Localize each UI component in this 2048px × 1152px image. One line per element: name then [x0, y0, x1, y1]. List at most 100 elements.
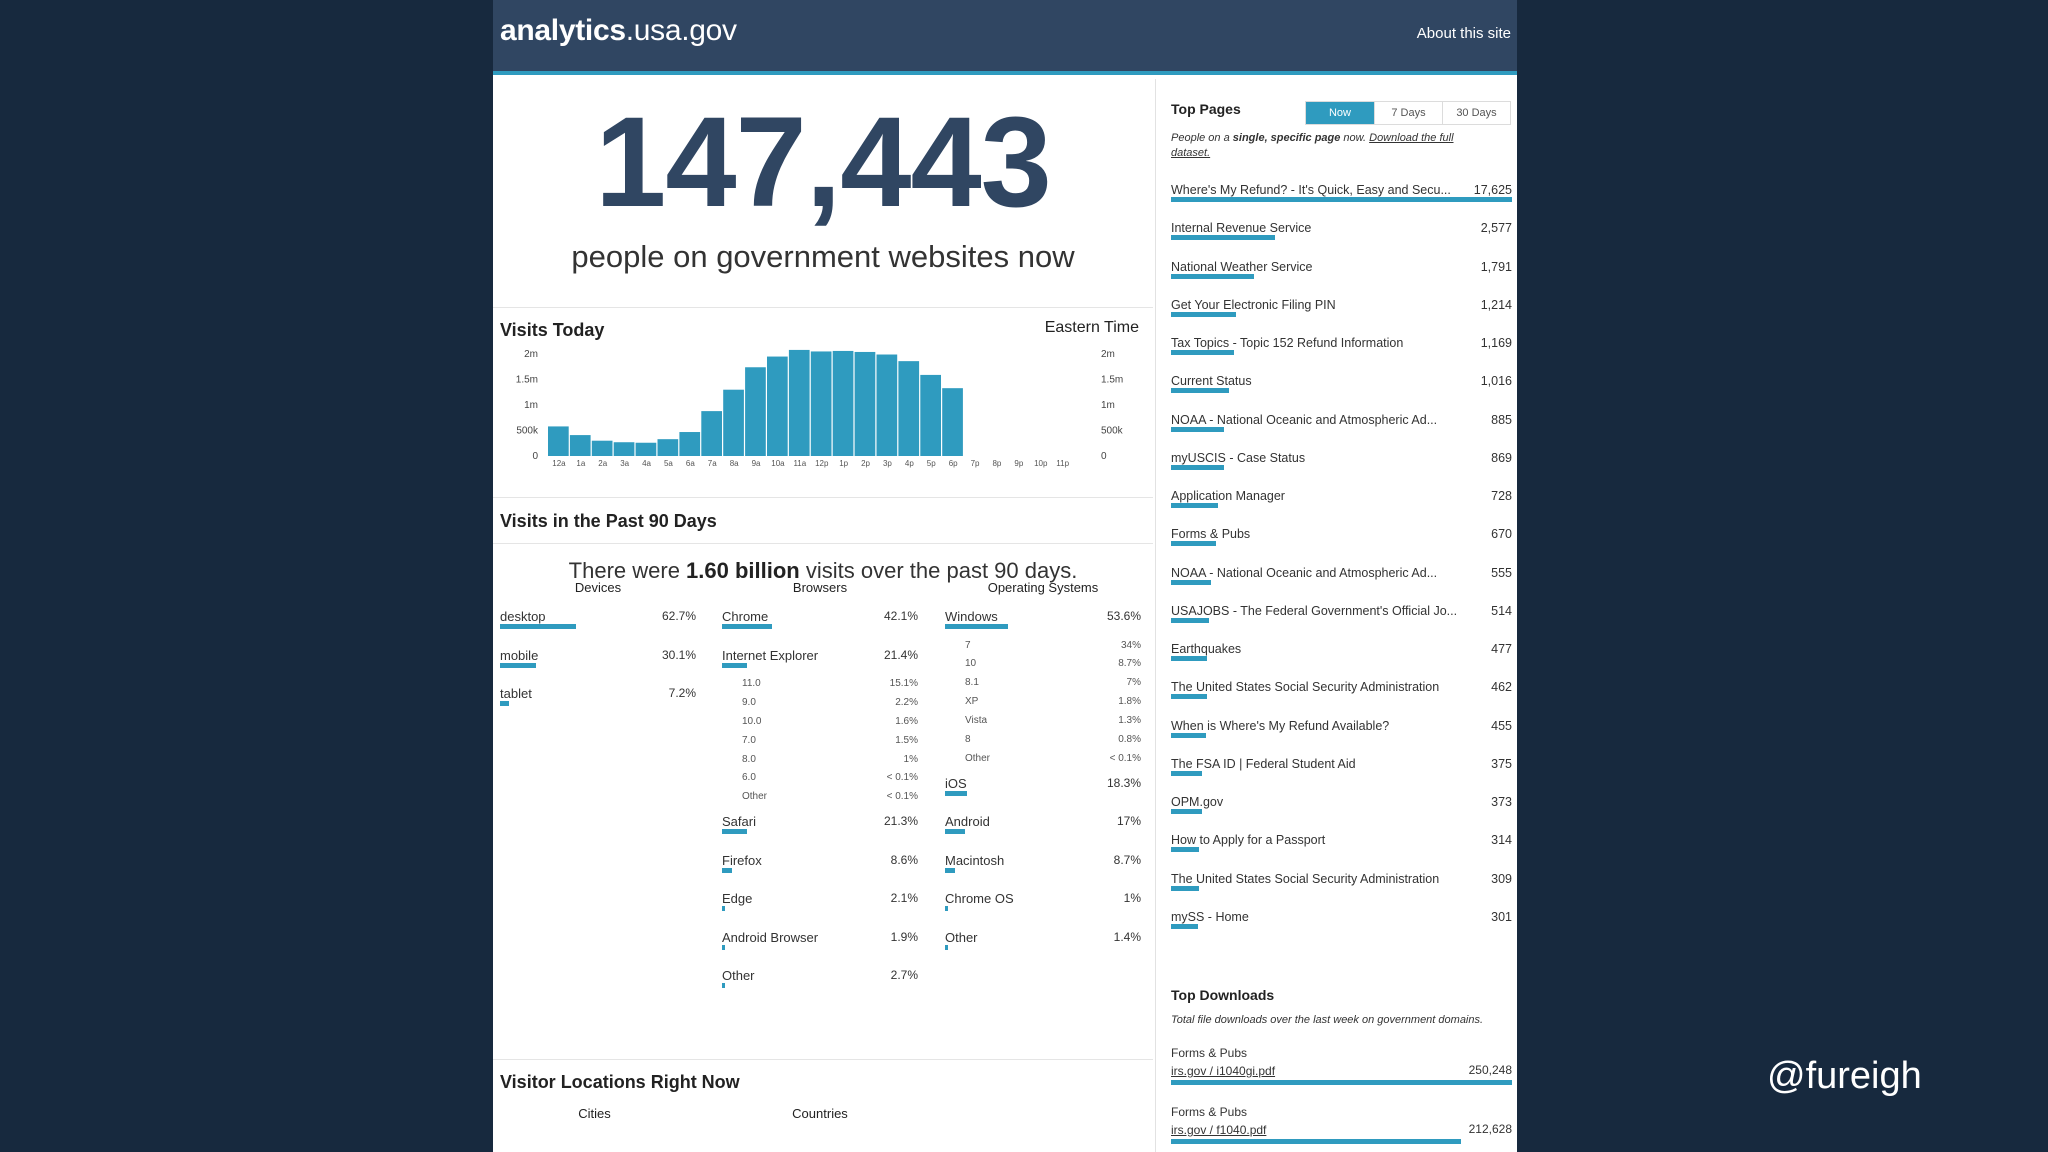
desc-pre: People on a — [1171, 132, 1233, 144]
top-page-title[interactable]: NOAA - National Oceanic and Atmospheric … — [1171, 412, 1438, 427]
top-page-title[interactable]: Current Status — [1171, 374, 1252, 389]
about-link[interactable]: About this site — [1416, 25, 1511, 42]
visits-bar[interactable] — [591, 440, 613, 456]
top-page-row[interactable]: The United States Social Security Admini… — [1171, 872, 1512, 910]
top-page-title[interactable]: Get Your Electronic Filing PIN — [1171, 297, 1336, 312]
top-page-title[interactable]: mySS - Home — [1171, 909, 1249, 924]
browsers-bar — [722, 624, 772, 629]
visits-bar[interactable] — [679, 432, 701, 456]
realtime-caption: people on government websites now — [571, 239, 1075, 274]
visits-bar[interactable] — [898, 361, 920, 456]
download-row[interactable]: Forms & Pubs irs.gov / f1040.pdf 212,628 — [1171, 1105, 1512, 1144]
os-subrow: Vista 1.3% — [945, 715, 1141, 734]
visits-bar[interactable] — [701, 411, 722, 456]
visits-bar[interactable] — [613, 442, 635, 456]
visits-bar[interactable] — [657, 439, 679, 456]
top-page-row[interactable]: Application Manager 728 — [1171, 489, 1512, 527]
visits-bar[interactable] — [723, 389, 744, 456]
devices-row: desktop 62.7% — [500, 609, 696, 648]
top-page-row[interactable]: mySS - Home 301 — [1171, 910, 1512, 948]
top-page-bar — [1171, 579, 1211, 585]
visits-bar[interactable] — [548, 426, 569, 456]
top-page-row[interactable]: OPM.gov 373 — [1171, 795, 1512, 833]
y-tick-left: 1m — [524, 400, 538, 411]
top-page-title[interactable]: The FSA ID | Federal Student Aid — [1171, 756, 1356, 771]
browsers-bar — [722, 829, 748, 835]
top-page-title[interactable]: The United States Social Security Admini… — [1171, 871, 1440, 886]
browsers-subrow: 7.0 1.5% — [722, 735, 918, 754]
visits-bar[interactable] — [832, 350, 854, 456]
browsers-list: Chrome 42.1% Internet Explorer 21.4% 11.0 15.… — [722, 609, 918, 1007]
top-page-title[interactable]: myUSCIS - Case Status — [1171, 450, 1306, 465]
top-page-title[interactable]: Where's My Refund? - It's Quick, Easy an… — [1171, 183, 1451, 197]
top-page-row[interactable]: NOAA - National Oceanic and Atmospheric … — [1171, 566, 1512, 604]
top-page-row[interactable]: Internal Revenue Service 2,577 — [1171, 221, 1512, 259]
browsers-sub-value: < 0.1% — [886, 772, 918, 784]
os-label: iOS — [945, 775, 967, 791]
top-page-row[interactable]: Current Status 1,016 — [1171, 374, 1512, 412]
top-page-title[interactable]: Internal Revenue Service — [1171, 221, 1312, 236]
top-page-row[interactable]: myUSCIS - Case Status 869 — [1171, 451, 1512, 489]
os-column: Operating Systems Windows 53.6% 7 34% 10 8.7%… — [945, 580, 1141, 968]
visits-bar[interactable] — [569, 435, 591, 456]
visits-bar[interactable] — [810, 351, 832, 456]
visits-bar[interactable] — [876, 354, 898, 456]
browsers-sub-label: 6.0 — [742, 772, 756, 784]
visits-bar[interactable] — [942, 388, 963, 456]
top-page-row[interactable]: USAJOBS - The Federal Government's Offic… — [1171, 604, 1512, 642]
top-page-title[interactable]: National Weather Service — [1171, 259, 1313, 274]
top-page-bar — [1171, 235, 1275, 241]
browsers-sublist: 11.0 15.1% 9.0 2.2% 10.0 1.6% 7.0 1.5% 8.0 1% 6.0 <… — [722, 678, 918, 810]
top-page-title[interactable]: Earthquakes — [1171, 642, 1242, 656]
top-page-row[interactable]: Forms & Pubs 670 — [1171, 527, 1512, 565]
browsers-row: Edge 2.1% — [722, 891, 918, 930]
download-file-link[interactable]: irs.gov / i1040gi.pdf — [1171, 1064, 1276, 1078]
os-row: iOS 18.3% — [945, 776, 1141, 815]
top-page-count: 885 — [1491, 412, 1512, 427]
os-sub-value: 1.3% — [1118, 715, 1141, 727]
visits-today-section: Visits Today Eastern Time 0 0 500k 500k 1m 1m… — [493, 308, 1153, 498]
top-page-title[interactable]: OPM.gov — [1171, 795, 1224, 809]
top-page-row[interactable]: National Weather Service 1,791 — [1171, 260, 1512, 298]
download-row[interactable]: Forms & Pubs irs.gov / i1040gi.pdf 250,248 — [1171, 1046, 1512, 1085]
top-page-title[interactable]: USAJOBS - The Federal Government's Offic… — [1171, 603, 1458, 618]
top-page-title[interactable]: Tax Topics - Topic 152 Refund Informatio… — [1171, 336, 1404, 350]
tab-now[interactable]: Now — [1306, 102, 1374, 124]
visits-bar[interactable] — [745, 367, 766, 456]
top-page-title[interactable]: NOAA - National Oceanic and Atmospheric … — [1171, 565, 1438, 580]
top-page-row[interactable]: Earthquakes 477 — [1171, 642, 1512, 680]
download-file-link[interactable]: irs.gov / f1040.pdf — [1171, 1123, 1267, 1137]
top-page-row[interactable]: Where's My Refund? - It's Quick, Easy an… — [1171, 183, 1512, 221]
top-page-title[interactable]: When is Where's My Refund Available? — [1171, 718, 1390, 733]
top-page-row[interactable]: Get Your Electronic Filing PIN 1,214 — [1171, 298, 1512, 336]
top-page-row[interactable]: The United States Social Security Admini… — [1171, 680, 1512, 718]
top-page-row[interactable]: NOAA - National Oceanic and Atmospheric … — [1171, 413, 1512, 451]
tab-7-days[interactable]: 7 Days — [1374, 102, 1442, 124]
top-page-row[interactable]: The FSA ID | Federal Student Aid 375 — [1171, 757, 1512, 795]
top-page-title[interactable]: The United States Social Security Admini… — [1171, 680, 1440, 695]
tab-30-days[interactable]: 30 Days — [1442, 102, 1510, 124]
download-dataset-link[interactable]: Download the full dataset. — [1171, 132, 1454, 159]
top-page-title[interactable]: How to Apply for a Passport — [1171, 833, 1326, 848]
browsers-sub-value: 2.2% — [895, 696, 918, 708]
x-tick-label: 5a — [664, 459, 673, 468]
os-bar — [945, 944, 948, 950]
visits-bar[interactable] — [767, 356, 788, 456]
top-page-row[interactable]: How to Apply for a Passport 314 — [1171, 833, 1512, 871]
devices-bar — [500, 701, 509, 706]
top-page-title[interactable]: Forms & Pubs — [1171, 527, 1251, 542]
visits-bar[interactable] — [920, 374, 941, 456]
visits-bar[interactable] — [788, 349, 810, 456]
site-logo-link[interactable]: analytics.usa.gov — [500, 14, 737, 48]
visits-bar[interactable] — [635, 442, 657, 456]
x-tick-label: 9a — [752, 459, 761, 468]
top-page-bar — [1171, 273, 1254, 279]
top-page-row[interactable]: Tax Topics - Topic 152 Refund Informatio… — [1171, 336, 1512, 374]
countries-heading: Countries — [792, 1106, 848, 1121]
top-page-row[interactable]: When is Where's My Refund Available? 455 — [1171, 719, 1512, 757]
visits-bar[interactable] — [854, 351, 876, 456]
top-downloads-description: Total file downloads over the last week … — [1171, 1014, 1484, 1026]
top-page-title[interactable]: Application Manager — [1171, 489, 1285, 503]
top-page-bar — [1171, 197, 1512, 202]
os-sublist: 7 34% 10 8.7% 8.1 7% XP 1.8% Vista 1.3% 8 0.8% Other… — [945, 640, 1141, 772]
